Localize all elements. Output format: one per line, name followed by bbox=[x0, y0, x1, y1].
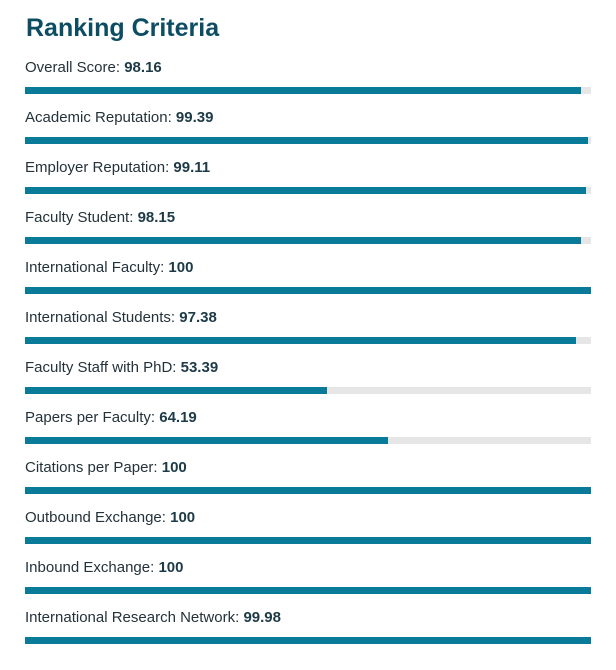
score-bar-fill bbox=[25, 487, 591, 494]
criterion-name: Outbound Exchange: bbox=[25, 509, 166, 526]
score-bar-fill bbox=[25, 537, 591, 544]
score-bar-fill bbox=[25, 87, 581, 94]
criterion-label: Academic Reputation: 99.39 bbox=[25, 109, 213, 127]
criterion-faculty-student: Faculty Student: 98.15 bbox=[25, 209, 591, 253]
criterion-name: Faculty Student: bbox=[25, 209, 134, 226]
criterion-inbound-exchange: Inbound Exchange: 100 bbox=[25, 559, 591, 603]
criterion-name: Overall Score: bbox=[25, 59, 121, 76]
criterion-name: International Faculty: bbox=[25, 259, 165, 276]
criterion-overall-score: Overall Score: 98.16 bbox=[25, 59, 591, 103]
criterion-name: Papers per Faculty: bbox=[25, 409, 156, 426]
score-bar-track bbox=[25, 637, 591, 644]
score-bar-track bbox=[25, 87, 591, 94]
score-bar-fill bbox=[25, 337, 576, 344]
criterion-label: Papers per Faculty: 64.19 bbox=[25, 409, 197, 427]
score-bar-track bbox=[25, 287, 591, 294]
criterion-label: Faculty Student: 98.15 bbox=[25, 209, 175, 227]
criterion-score: 98.15 bbox=[137, 209, 176, 226]
criterion-score: 100 bbox=[168, 259, 194, 276]
score-bar-fill bbox=[25, 437, 388, 444]
criterion-score: 64.19 bbox=[159, 409, 197, 426]
criterion-outbound-exchange: Outbound Exchange: 100 bbox=[25, 509, 591, 553]
criterion-name: International Students: bbox=[25, 309, 176, 326]
criterion-score: 100 bbox=[158, 559, 184, 576]
criterion-name: Employer Reputation: bbox=[25, 159, 170, 176]
criterion-citations-per-paper: Citations per Paper: 100 bbox=[25, 459, 591, 503]
score-bar-fill bbox=[25, 387, 327, 394]
criterion-score: 99.11 bbox=[173, 159, 211, 176]
criterion-employer-reputation: Employer Reputation: 99.11 bbox=[25, 159, 591, 203]
page-title: Ranking Criteria bbox=[26, 14, 220, 42]
criterion-label: Citations per Paper: 100 bbox=[25, 459, 187, 477]
criterion-score: 99.98 bbox=[243, 609, 281, 626]
score-bar-fill bbox=[25, 637, 591, 644]
criterion-name: Inbound Exchange: bbox=[25, 559, 155, 576]
criterion-international-students: International Students: 97.38 bbox=[25, 309, 591, 353]
criterion-score: 100 bbox=[170, 509, 196, 526]
criterion-international-research-network: International Research Network: 99.98 bbox=[25, 609, 591, 653]
score-bar-track bbox=[25, 237, 591, 244]
criterion-name: International Research Network: bbox=[25, 609, 240, 626]
score-bar-fill bbox=[25, 137, 588, 144]
score-bar-fill bbox=[25, 587, 591, 594]
criterion-name: Faculty Staff with PhD: bbox=[25, 359, 177, 376]
criterion-label: Inbound Exchange: 100 bbox=[25, 559, 183, 577]
criterion-score: 98.16 bbox=[124, 59, 162, 76]
criterion-score: 100 bbox=[161, 459, 187, 476]
criterion-label: International Research Network: 99.98 bbox=[25, 609, 281, 627]
criterion-label: International Students: 97.38 bbox=[25, 309, 217, 327]
criterion-international-faculty: International Faculty: 100 bbox=[25, 259, 591, 303]
score-bar-track bbox=[25, 387, 591, 394]
criterion-faculty-staff-with-phd: Faculty Staff with PhD: 53.39 bbox=[25, 359, 591, 403]
score-bar-track bbox=[25, 187, 591, 194]
score-bar-track bbox=[25, 337, 591, 344]
criterion-name: Citations per Paper: bbox=[25, 459, 158, 476]
score-bar-fill bbox=[25, 187, 586, 194]
score-bar-track bbox=[25, 487, 591, 494]
criterion-label: Employer Reputation: 99.11 bbox=[25, 159, 210, 177]
criterion-label: Overall Score: 98.16 bbox=[25, 59, 162, 77]
score-bar-track bbox=[25, 587, 591, 594]
score-bar-fill bbox=[25, 237, 581, 244]
criterion-papers-per-faculty: Papers per Faculty: 64.19 bbox=[25, 409, 591, 453]
score-bar-track bbox=[25, 537, 591, 544]
criterion-label: Faculty Staff with PhD: 53.39 bbox=[25, 359, 218, 377]
criterion-score: 53.39 bbox=[180, 359, 219, 376]
criterion-score: 99.39 bbox=[175, 109, 214, 126]
score-bar-track bbox=[25, 137, 591, 144]
criterion-label: International Faculty: 100 bbox=[25, 259, 193, 277]
score-bar-track bbox=[25, 437, 591, 444]
criterion-label: Outbound Exchange: 100 bbox=[25, 509, 195, 527]
criterion-score: 97.38 bbox=[179, 309, 217, 326]
score-bar-fill bbox=[25, 287, 591, 294]
criterion-name: Academic Reputation: bbox=[25, 109, 172, 126]
criterion-academic-reputation: Academic Reputation: 99.39 bbox=[25, 109, 591, 153]
